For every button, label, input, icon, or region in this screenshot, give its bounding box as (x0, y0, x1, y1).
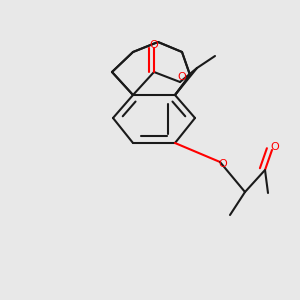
Text: O: O (218, 159, 227, 170)
Text: O: O (150, 40, 158, 50)
Text: O: O (271, 142, 279, 152)
Text: O: O (177, 73, 186, 82)
